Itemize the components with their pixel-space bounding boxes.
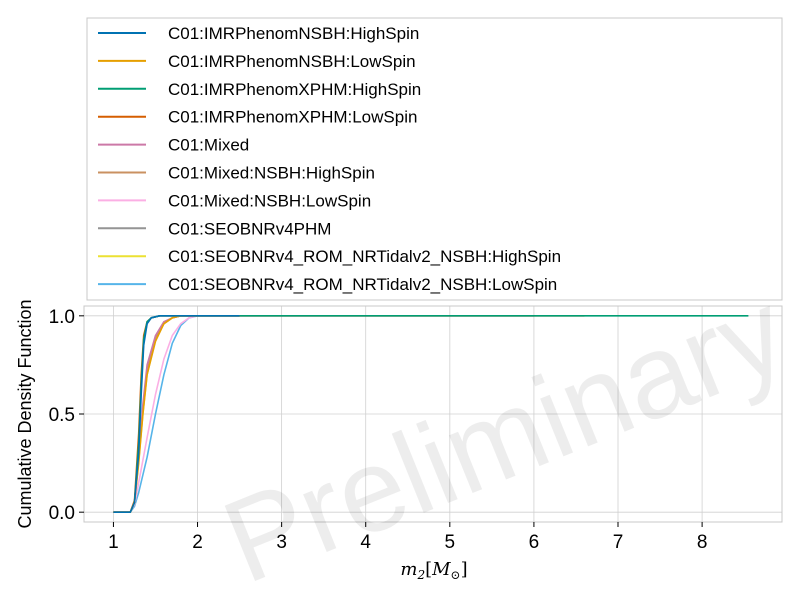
legend: C01:IMRPhenomNSBH:HighSpin C01:IMRPhenomN…	[86, 17, 783, 301]
legend-label: C01:SEOBNRv4_ROM_NRTidalv2_NSBH:LowSpin	[168, 275, 557, 294]
series-lines	[113, 315, 749, 513]
x-tick-label: 4	[360, 532, 371, 553]
legend-frame	[86, 17, 783, 301]
y-tick-label: 1.0	[49, 307, 75, 328]
y-axis-label: Cumulative Density Function	[15, 299, 35, 528]
series-line	[113, 315, 240, 513]
legend-label: C01:IMRPhenomXPHM:LowSpin	[168, 108, 417, 127]
legend-label: C01:Mixed:NSBH:LowSpin	[168, 191, 371, 210]
x-tick-label: 7	[613, 532, 624, 553]
y-tick-label: 0.0	[49, 503, 75, 524]
x-tick-label: 2	[192, 532, 203, 553]
x-tick-label: 6	[529, 532, 540, 553]
legend-label: C01:IMRPhenomNSBH:LowSpin	[168, 52, 416, 71]
legend-label: C01:IMRPhenomXPHM:HighSpin	[168, 80, 421, 99]
legend-label: C01:SEOBNRv4_ROM_NRTidalv2_NSBH:HighSpin	[168, 247, 561, 266]
axis-ticks: 1 2 3 4 5 6 7 8 0.0 0.5 1.0	[49, 307, 708, 553]
x-axis-label: m2[M⊙]	[400, 559, 467, 582]
legend-label: C01:SEOBNRv4PHM	[168, 219, 331, 238]
legend-label: C01:Mixed:NSBH:HighSpin	[168, 164, 375, 183]
plot-area: 1 2 3 4 5 6 7 8 0.0 0.5 1.0	[49, 305, 783, 553]
legend-label: C01:IMRPhenomNSBH:HighSpin	[168, 24, 419, 43]
x-tick-label: 5	[445, 532, 456, 553]
x-tick-label: 1	[108, 532, 119, 553]
x-tick-label: 8	[697, 532, 708, 553]
y-tick-label: 0.5	[49, 405, 75, 426]
x-tick-label: 3	[276, 532, 287, 553]
grid	[84, 306, 782, 522]
legend-label: C01:Mixed	[168, 136, 249, 155]
